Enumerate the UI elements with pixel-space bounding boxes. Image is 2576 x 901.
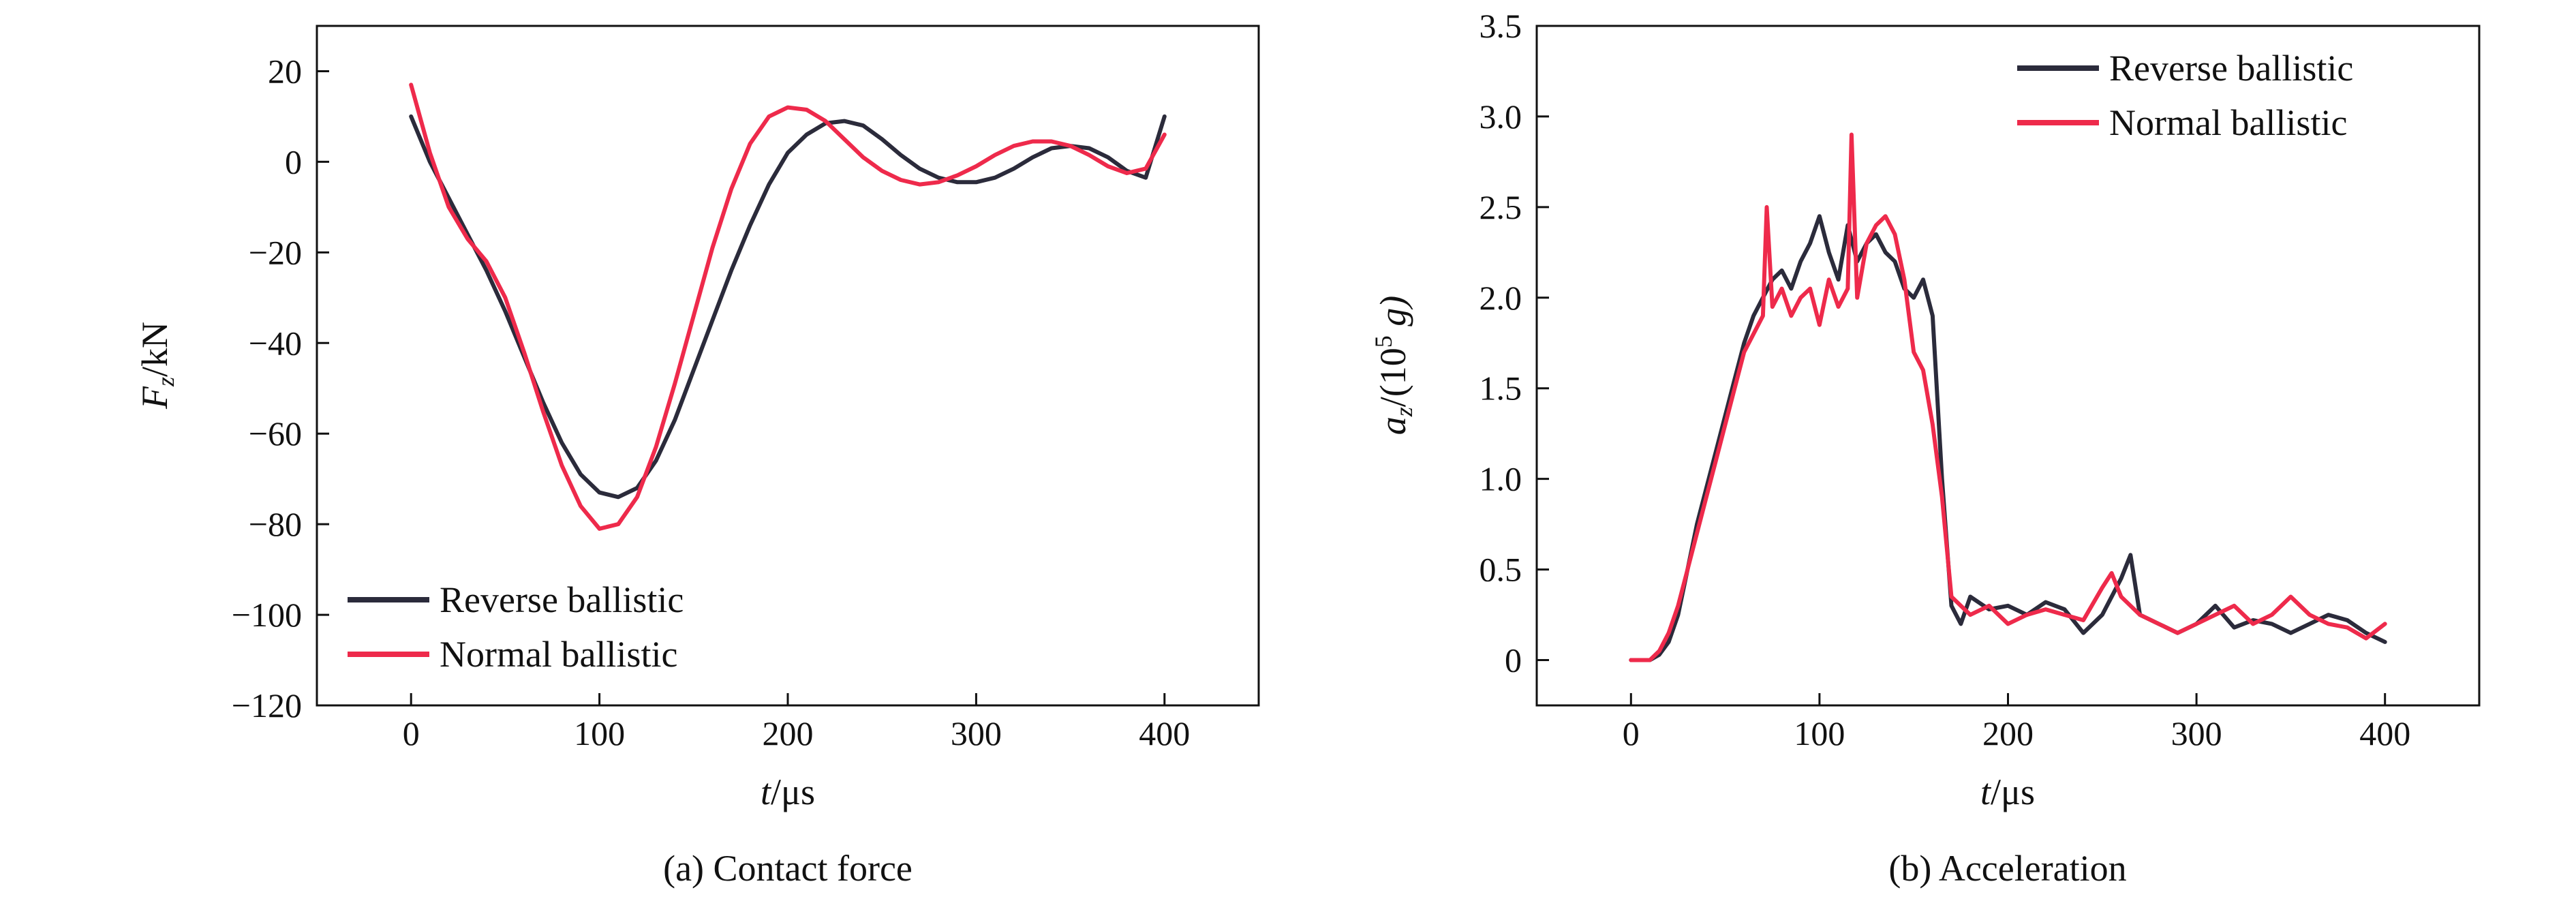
chart-b-xtick-label: 200	[1982, 714, 2034, 752]
chart-a-ylabel: Fz/kN	[134, 322, 179, 410]
chart-a-ticks: 0 100 200 300 400 −120 −100 −80 −60 −40 −20 0 20	[232, 52, 1191, 752]
chart-b-xlabel: t/μs	[1980, 772, 2035, 812]
chart-b-xtick-label: 400	[2359, 714, 2410, 752]
legend-label: Normal ballistic	[440, 634, 677, 675]
chart-a-ytick-label: −120	[232, 686, 302, 724]
chart-b-caption: (b) Acceleration	[1888, 848, 2126, 889]
chart-b-ylabel-var: a	[1373, 416, 1413, 435]
chart-b-ytick-label: 2.0	[1479, 279, 1522, 317]
chart-b-ytick-label: 0.5	[1479, 551, 1522, 589]
chart-b-ytick-label: 3.5	[1479, 7, 1522, 45]
chart-b-ylabel-sub: z	[1390, 407, 1417, 417]
contact-force-chart: 0 100 200 300 400 −120 −100 −80 −60 −40 −20 0 20 Rev…	[134, 25, 1260, 889]
chart-b-ylabel-tail: g)	[1373, 296, 1413, 335]
chart-b-xtick-label: 0	[1623, 714, 1640, 752]
chart-b-legend: Reverse ballistic Normal ballistic	[2017, 48, 2353, 143]
chart-b-series	[1629, 132, 2387, 662]
legend-label: Reverse ballistic	[440, 579, 684, 620]
chart-a-xlabel: t/μs	[761, 772, 815, 812]
chart-a-ytick-label: 0	[285, 142, 302, 181]
chart-a-xtick-label: 100	[574, 714, 625, 752]
chart-b-ytick-label: 3.0	[1479, 97, 1522, 136]
chart-a-xtick-label: 300	[951, 714, 1002, 752]
chart-a-ylabel-var: F	[134, 386, 175, 410]
chart-a-ytick-label: −100	[232, 596, 302, 634]
chart-b-ytick-label: 1.5	[1479, 369, 1522, 408]
acceleration-chart: 0 100 200 300 400 0 0.5 1.0 1.5 2.0 2.5 3.0 3.5 Reve…	[1370, 7, 2481, 889]
chart-a-ytick-label: −40	[249, 324, 302, 362]
chart-a-caption: (a) Contact force	[663, 848, 913, 889]
chart-a-ytick-label: −60	[249, 414, 302, 453]
chart-b-ylabel-sup: 5	[1370, 335, 1397, 348]
series-line-reverse-ballistic	[409, 114, 1167, 500]
chart-a-xtick-label: 200	[763, 714, 814, 752]
chart-a-series	[409, 82, 1167, 531]
chart-a-ytick-label: −20	[249, 233, 302, 271]
chart-a-ylabel-sub: z	[152, 377, 179, 387]
chart-a-legend: Reverse ballistic Normal ballistic	[348, 579, 684, 675]
chart-b-ylabel: az/(105 g)	[1370, 296, 1417, 436]
chart-a-xlabel-var: t	[761, 772, 772, 812]
chart-b-ytick-label: 2.5	[1479, 188, 1522, 226]
chart-a-xtick-label: 400	[1139, 714, 1190, 752]
chart-b-xtick-label: 100	[1794, 714, 1845, 752]
chart-a-xlabel-unit: /μs	[771, 772, 815, 812]
series-line-normal-ballistic	[409, 82, 1167, 531]
series-line-normal-ballistic	[1629, 132, 2387, 662]
chart-b-ticks: 0 100 200 300 400 0 0.5 1.0 1.5 2.0 2.5 3.0 3.5	[1479, 7, 2411, 752]
chart-a-xtick-label: 0	[403, 714, 420, 752]
chart-b-xlabel-var: t	[1980, 772, 1992, 812]
chart-a-ytick-label: 20	[268, 52, 302, 90]
chart-b-ylabel-unit: /(10	[1373, 348, 1413, 407]
legend-label: Reverse ballistic	[2109, 48, 2353, 89]
chart-b-ytick-label: 1.0	[1479, 460, 1522, 498]
chart-b-ytick-label: 0	[1505, 641, 1522, 679]
chart-a-ytick-label: −80	[249, 505, 302, 543]
chart-a-ylabel-unit: /kN	[134, 322, 175, 377]
series-line-reverse-ballistic	[1629, 214, 2387, 662]
chart-b-xlabel-unit: /μs	[1991, 772, 2035, 812]
legend-label: Normal ballistic	[2109, 102, 2347, 143]
chart-b-xtick-label: 300	[2171, 714, 2222, 752]
